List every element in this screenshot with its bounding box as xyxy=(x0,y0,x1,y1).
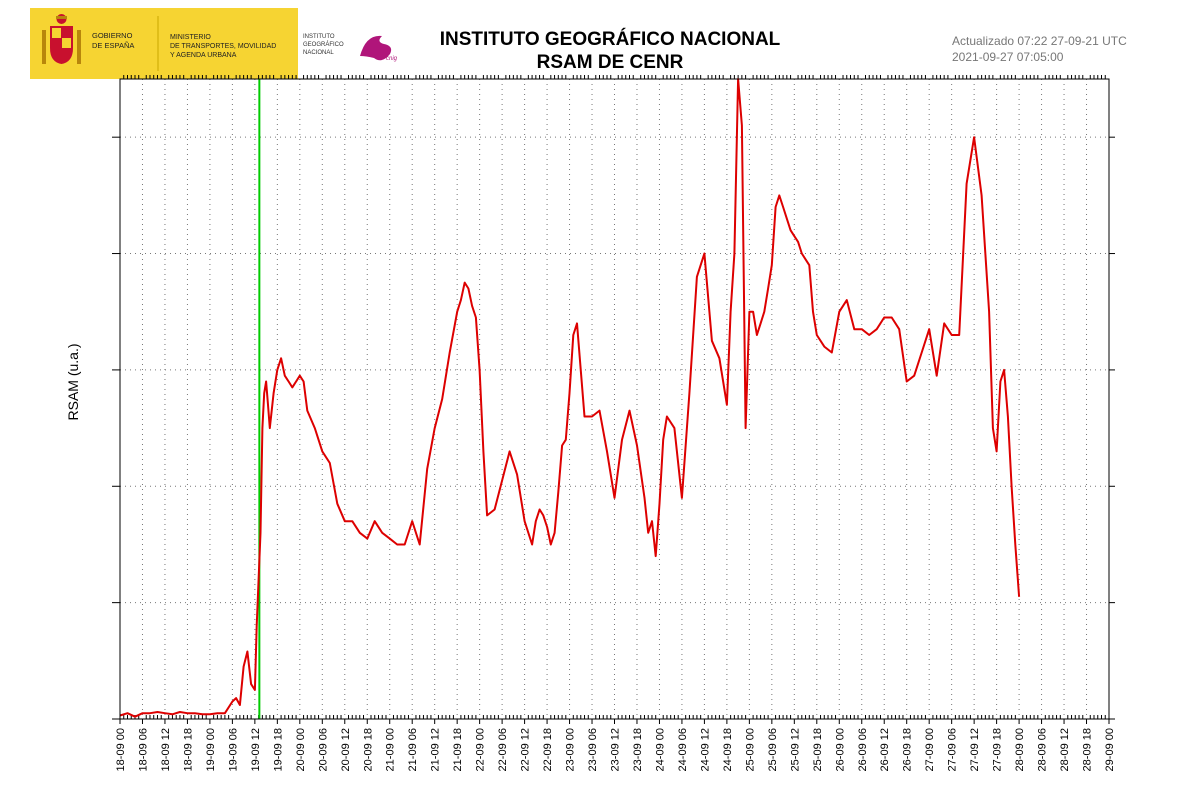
x-tick-label: 29-09 00 xyxy=(1104,728,1116,771)
x-tick-label: 19-09 12 xyxy=(250,728,262,771)
x-tick-label: 24-09 12 xyxy=(699,728,711,771)
ign-logo: GOBIERNO DE ESPAÑA MINISTERIO DE TRANSPO… xyxy=(30,8,417,79)
x-tick-label: 22-09 18 xyxy=(542,728,554,771)
x-tick-label: 27-09 06 xyxy=(947,728,959,771)
x-tick-label: 20-09 12 xyxy=(340,728,352,771)
x-tick-labels: 18-09 00 18-09 06 18-09 12 18-09 18 19-09 00… xyxy=(115,728,1116,771)
x-tick-label: 21-09 12 xyxy=(430,728,442,771)
logo-gobierno-line1: GOBIERNO xyxy=(92,31,133,40)
x-tick-label: 26-09 12 xyxy=(879,728,891,771)
x-tick-label: 20-09 06 xyxy=(317,728,329,771)
x-tick-label: 26-09 06 xyxy=(857,728,869,771)
x-tick-label: 21-09 18 xyxy=(452,728,464,771)
x-tick-label: 18-09 12 xyxy=(160,728,172,771)
x-tick-label: 28-09 00 xyxy=(1014,728,1026,771)
x-tick-label: 26-09 18 xyxy=(902,728,914,771)
x-tick-label: 28-09 06 xyxy=(1037,728,1049,771)
series-line-rsam xyxy=(119,78,1021,718)
logo-white-band xyxy=(298,8,417,79)
x-tick-label: 22-09 06 xyxy=(497,728,509,771)
logo-gobierno-line2: DE ESPAÑA xyxy=(92,41,134,50)
x-tick-label: 27-09 12 xyxy=(969,728,981,771)
x-tick-label: 18-09 18 xyxy=(182,728,194,771)
page-title: INSTITUTO GEOGRÁFICO NACIONAL RSAM DE CE… xyxy=(400,28,820,74)
update-timestamp: Actualizado 07:22 27-09-21 UTC 2021-09-2… xyxy=(952,33,1127,65)
title-line1: INSTITUTO GEOGRÁFICO NACIONAL xyxy=(439,29,781,50)
x-tick-label: 23-09 00 xyxy=(565,728,577,771)
coat-of-arms-icon xyxy=(42,14,81,64)
x-tick-label: 25-09 12 xyxy=(789,728,801,771)
cnig-mark-icon xyxy=(360,35,392,61)
x-tick-label: 24-09 18 xyxy=(722,728,734,771)
x-tick-label: 20-09 18 xyxy=(362,728,374,771)
x-tick-label: 18-09 00 xyxy=(115,728,127,771)
logo-instituto-line2: GEOGRÁFICO xyxy=(303,41,344,48)
x-tick-label: 23-09 06 xyxy=(587,728,599,771)
x-tick-label: 28-09 18 xyxy=(1082,728,1094,771)
x-tick-label: 27-09 00 xyxy=(924,728,936,771)
x-tick-label: 22-09 00 xyxy=(475,728,487,771)
plot-frame xyxy=(119,78,1110,720)
x-tick-label: 24-09 06 xyxy=(677,728,689,771)
x-tick-label: 19-09 00 xyxy=(205,728,217,771)
logo-ministerio-line2: DE TRANSPORTES, MOVILIDAD xyxy=(170,43,276,50)
x-tick-label: 23-09 18 xyxy=(632,728,644,771)
x-tick-label: 21-09 06 xyxy=(407,728,419,771)
x-tick-label: 26-09 00 xyxy=(834,728,846,771)
logo-instituto-line1: INSTITUTO xyxy=(303,34,335,40)
x-tick-label: 20-09 00 xyxy=(295,728,307,771)
updated-line2: 2021-09-27 07:05:00 xyxy=(952,50,1064,64)
y-axis-label: RSAM (u.a.) xyxy=(65,343,81,420)
logo-ministerio-line1: MINISTERIO xyxy=(170,34,211,41)
title-line2: RSAM DE CENR xyxy=(536,52,684,73)
x-tick-label: 27-09 18 xyxy=(992,728,1004,771)
x-tick-label: 18-09 06 xyxy=(137,728,149,771)
x-tick-label: 22-09 12 xyxy=(520,728,532,771)
x-tick-label: 19-09 06 xyxy=(227,728,239,771)
x-tick-label: 24-09 00 xyxy=(654,728,666,771)
logo-yellow-band xyxy=(30,8,298,79)
logo-instituto-mark: cnig xyxy=(386,56,398,62)
x-tick-label: 25-09 00 xyxy=(744,728,756,771)
x-tick-label: 19-09 18 xyxy=(272,728,284,771)
x-tick-label: 25-09 06 xyxy=(767,728,779,771)
x-tick-label: 25-09 18 xyxy=(812,728,824,771)
x-tick-label: 23-09 12 xyxy=(610,728,622,771)
logo-instituto-line3: NACIONAL xyxy=(303,50,334,56)
logo-ministerio-line3: Y AGENDA URBANA xyxy=(170,52,237,59)
x-tick-label: 21-09 00 xyxy=(385,728,397,771)
tick-marks xyxy=(112,75,1115,724)
updated-line1: Actualizado 07:22 27-09-21 UTC xyxy=(952,34,1127,48)
x-tick-label: 28-09 12 xyxy=(1059,728,1071,771)
